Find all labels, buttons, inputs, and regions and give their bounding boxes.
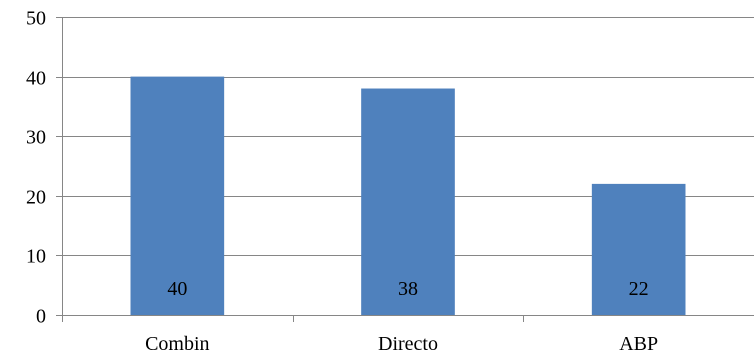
x-category-label: Combin [145,333,209,355]
bar [591,183,686,315]
data-label: 38 [398,278,418,300]
bars [130,76,686,316]
y-tick-label: 30 [26,127,46,149]
x-category-labels: Combin Directo ABP [145,333,658,355]
bar [130,76,225,315]
bar [361,88,455,316]
y-tick-label: 50 [26,8,46,30]
x-category-label: Directo [378,333,438,355]
data-label: 40 [167,278,187,300]
y-tick-label: 20 [26,187,46,209]
data-labels: 40 38 22 [167,278,648,300]
y-tick-labels: 0 10 20 30 40 50 [26,8,46,328]
y-tick-label: 0 [36,306,46,328]
data-label: 22 [629,278,649,300]
y-tick-label: 10 [26,246,46,268]
x-category-label: ABP [619,333,658,355]
y-tick-label: 40 [26,68,46,90]
axes [56,17,754,322]
